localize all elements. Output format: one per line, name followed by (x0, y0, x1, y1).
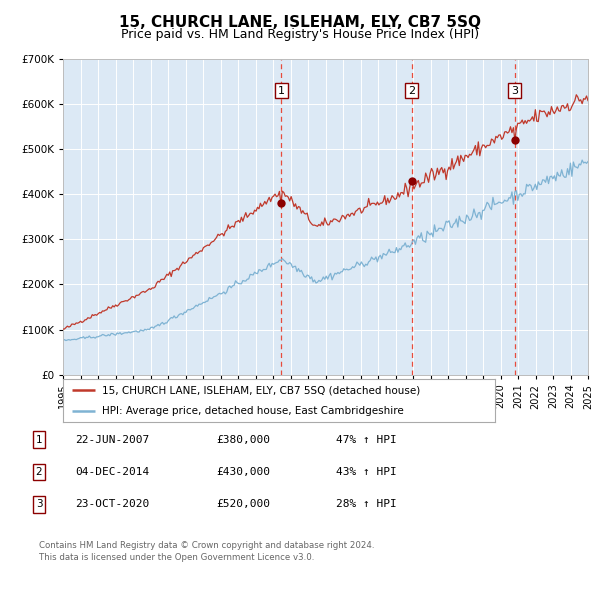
Text: £520,000: £520,000 (216, 500, 270, 509)
Text: 22-JUN-2007: 22-JUN-2007 (75, 435, 149, 444)
Text: 3: 3 (35, 500, 43, 509)
Text: £430,000: £430,000 (216, 467, 270, 477)
Text: HPI: Average price, detached house, East Cambridgeshire: HPI: Average price, detached house, East… (102, 406, 404, 416)
Text: 47% ↑ HPI: 47% ↑ HPI (336, 435, 397, 444)
Text: 1: 1 (35, 435, 43, 444)
Text: 04-DEC-2014: 04-DEC-2014 (75, 467, 149, 477)
Text: 23-OCT-2020: 23-OCT-2020 (75, 500, 149, 509)
Text: 28% ↑ HPI: 28% ↑ HPI (336, 500, 397, 509)
Text: 3: 3 (511, 86, 518, 96)
Text: 2: 2 (408, 86, 415, 96)
Text: £380,000: £380,000 (216, 435, 270, 444)
Text: 2: 2 (35, 467, 43, 477)
Text: 1: 1 (278, 86, 285, 96)
Text: Price paid vs. HM Land Registry's House Price Index (HPI): Price paid vs. HM Land Registry's House … (121, 28, 479, 41)
Text: 43% ↑ HPI: 43% ↑ HPI (336, 467, 397, 477)
Text: Contains HM Land Registry data © Crown copyright and database right 2024.: Contains HM Land Registry data © Crown c… (39, 541, 374, 550)
Text: 15, CHURCH LANE, ISLEHAM, ELY, CB7 5SQ (detached house): 15, CHURCH LANE, ISLEHAM, ELY, CB7 5SQ (… (102, 385, 420, 395)
Text: 15, CHURCH LANE, ISLEHAM, ELY, CB7 5SQ: 15, CHURCH LANE, ISLEHAM, ELY, CB7 5SQ (119, 15, 481, 30)
Text: This data is licensed under the Open Government Licence v3.0.: This data is licensed under the Open Gov… (39, 553, 314, 562)
